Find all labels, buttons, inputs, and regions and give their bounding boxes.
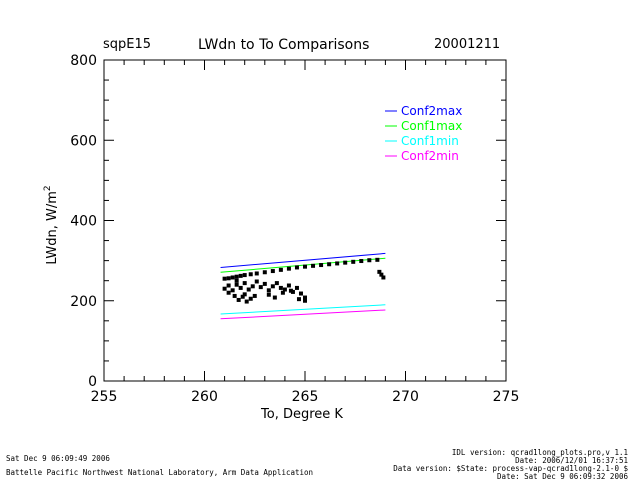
legend-label-conf2min: Conf2min	[401, 149, 459, 163]
observation-point	[270, 284, 275, 289]
observation-point	[343, 260, 348, 265]
observation-point	[351, 259, 356, 264]
observation-point	[250, 284, 255, 289]
observation-point	[242, 273, 247, 278]
observation-point	[222, 276, 227, 281]
observation-point	[234, 278, 239, 283]
observation-point	[298, 291, 303, 296]
observation-point	[296, 297, 301, 302]
footer-data-version: Data version: $State: process-vap-qcrad1…	[393, 464, 628, 473]
observation-point	[254, 271, 259, 276]
observation-point	[319, 263, 324, 268]
observation-point	[236, 297, 241, 302]
y-axis-label: LWdn, W/m2	[43, 185, 60, 264]
legend-label-conf2max: Conf2max	[401, 104, 462, 118]
observation-points	[222, 257, 386, 304]
observation-point	[303, 295, 307, 300]
observation-point	[266, 288, 271, 293]
x-tick-label: 270	[392, 389, 419, 405]
observation-point	[262, 281, 267, 286]
observation-point	[278, 285, 283, 290]
observation-point	[226, 290, 231, 295]
plot-date: 20001211	[434, 37, 501, 52]
observation-point	[379, 272, 384, 277]
observation-point	[377, 269, 382, 274]
observation-point	[242, 281, 247, 286]
observation-point	[262, 270, 267, 275]
observation-point	[234, 274, 239, 279]
observation-point	[294, 285, 299, 290]
observation-point	[238, 285, 243, 290]
series-line-conf1max	[220, 257, 386, 273]
footer-run-time: Sat Dec 9 06:09:49 2006	[6, 454, 110, 463]
x-tick-label: 260	[191, 389, 218, 405]
observation-point	[359, 259, 364, 264]
observation-point	[254, 279, 259, 284]
confidence-lines	[220, 252, 386, 320]
page-title: LWdn to To Comparisons	[198, 37, 370, 53]
observation-point	[242, 292, 247, 297]
footer-lab: Battelle Pacific Northwest National Labo…	[6, 468, 314, 477]
site-label: sqpE15	[103, 37, 152, 52]
observation-point	[272, 295, 277, 300]
y-axis-label-superscript: 2	[43, 185, 53, 191]
footer-date: Date: 2006/12/01 16:37:51	[515, 456, 628, 465]
series-line-conf2max	[220, 252, 386, 268]
observation-point	[226, 276, 231, 281]
observation-point	[288, 288, 293, 293]
x-tick-label: 255	[91, 389, 118, 405]
observation-point	[240, 294, 245, 299]
observation-point	[258, 285, 263, 290]
observation-point	[232, 293, 237, 298]
observation-point	[274, 281, 279, 286]
legend-label-conf1max: Conf1max	[401, 119, 462, 133]
footer-idl-version: IDL version: qcrad1long_plots.pro,v 1.1	[451, 448, 628, 457]
observation-point	[246, 287, 251, 292]
observation-point	[230, 275, 235, 280]
observation-point	[278, 267, 283, 272]
observation-point	[286, 283, 291, 288]
observation-point	[290, 289, 295, 294]
x-tick-label: 275	[493, 389, 520, 405]
observation-point	[280, 290, 285, 295]
observation-point	[230, 288, 235, 293]
legend-label-conf1min: Conf1min	[401, 134, 459, 148]
y-tick-label: 800	[70, 53, 97, 69]
observation-point	[335, 261, 340, 266]
series-line-conf1min	[220, 304, 386, 315]
observation-point	[266, 292, 271, 297]
observation-point	[270, 269, 275, 274]
observation-point	[222, 286, 227, 291]
observation-point	[367, 258, 372, 263]
y-tick-label: 200	[70, 294, 97, 310]
observation-point	[303, 264, 307, 269]
observation-point	[381, 275, 386, 280]
observation-point	[248, 296, 253, 301]
observation-point	[244, 299, 249, 304]
footer-date-2: Date: Sat Dec 9 06:09:32 2006	[497, 472, 628, 481]
observation-point	[327, 262, 332, 267]
x-tick-label: 265	[292, 389, 319, 405]
observation-point	[286, 266, 291, 271]
x-axis-label: To, Degree K	[260, 407, 343, 422]
observation-point	[226, 283, 231, 288]
observation-point	[375, 257, 380, 262]
y-tick-label: 400	[70, 214, 97, 230]
observation-point	[238, 273, 243, 278]
observation-point	[234, 282, 239, 287]
y-tick-label: 600	[70, 133, 97, 149]
observation-point	[294, 265, 299, 270]
observation-point	[252, 293, 257, 298]
axis-ticks: 255 260 265 270 275 0 200 400 600 800	[70, 53, 519, 405]
observation-point	[303, 298, 307, 303]
y-axis-label-text: LWdn, W/m	[45, 191, 60, 265]
observation-point	[282, 287, 287, 292]
observation-point	[248, 272, 253, 277]
series-line-conf2min	[220, 309, 386, 320]
observation-point	[311, 263, 316, 268]
y-tick-label: 0	[88, 374, 97, 390]
